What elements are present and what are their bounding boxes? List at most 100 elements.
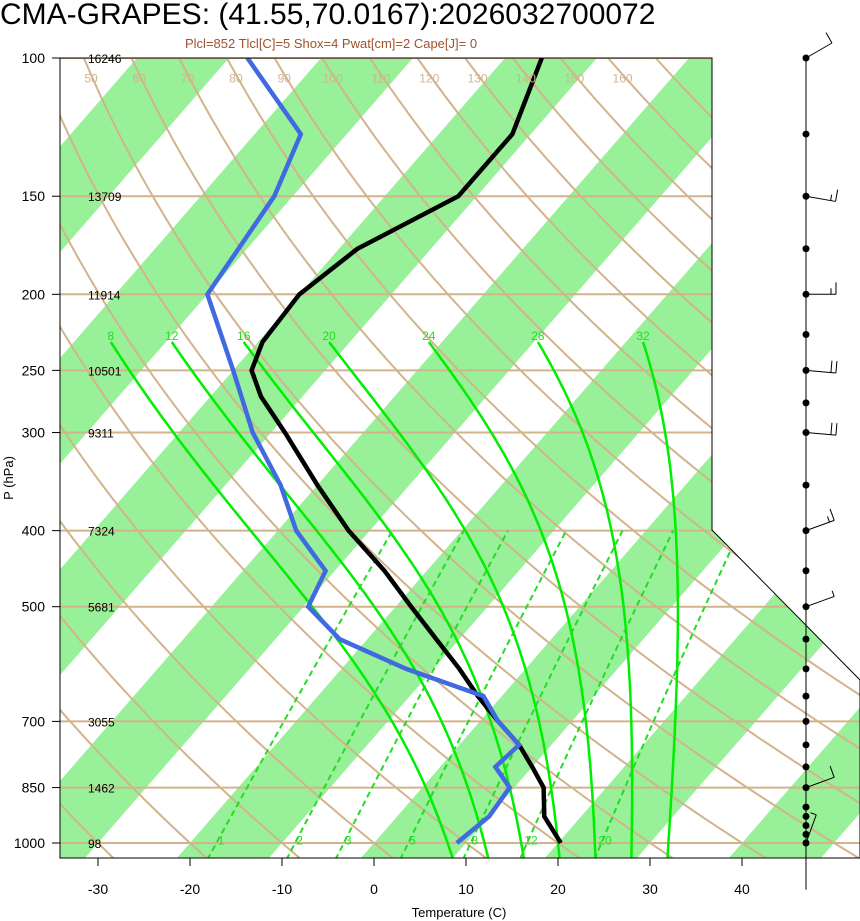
wind-barb-shaft	[805, 595, 835, 608]
x-tick-label: 30	[642, 881, 658, 897]
dry-adiabat-line	[60, 58, 209, 858]
y-axis-label: P (hPa)	[1, 456, 16, 500]
moist-adiabat-line	[641, 341, 680, 858]
mixing-ratio-lines	[206, 530, 741, 858]
y-tick-label: 150	[22, 188, 46, 204]
wind-level-marker	[802, 763, 810, 771]
dry-adiabat-label: 70	[181, 72, 195, 86]
wind-barb-flag	[830, 422, 833, 435]
dry-adiabat-line	[60, 58, 582, 858]
isotherm-bands	[60, 58, 860, 858]
mixing-ratio-line	[206, 530, 394, 858]
mixing-ratio-label: 3	[345, 833, 352, 847]
y-tick-label: 500	[22, 599, 46, 615]
height-label: 5681	[88, 601, 115, 615]
wind-level-marker	[802, 567, 810, 575]
y-tick-label: 1000	[14, 835, 45, 851]
mixing-ratio-label: 5	[409, 833, 416, 847]
y-tick-label: 300	[22, 425, 46, 441]
dry-adiabat-line	[511, 58, 860, 858]
moist-adiabat-line	[536, 341, 634, 858]
moist-adiabat-label: 28	[531, 329, 545, 343]
height-label: 10501	[88, 364, 122, 378]
moist-adiabat-label: 20	[322, 329, 336, 343]
dry-adiabat-label: 150	[564, 72, 584, 86]
mixing-ratio-label: 8	[471, 833, 478, 847]
height-label: 3055	[88, 715, 115, 729]
dry-adiabat-label: 130	[468, 72, 488, 86]
wind-level-marker	[802, 692, 810, 700]
x-tick-label: -30	[88, 881, 108, 897]
dry-adiabat-label: 100	[323, 72, 343, 86]
mixing-ratio-line	[593, 530, 741, 858]
wind-barb-flag	[825, 32, 833, 44]
wind-barb-flag	[831, 590, 835, 597]
dry-adiabat-label: 140	[516, 72, 536, 86]
x-tick-label: 40	[734, 881, 750, 897]
wind-barb-flag	[835, 189, 839, 202]
moist-adiabat-label: 32	[636, 329, 650, 343]
dry-adiabat-line	[464, 58, 860, 858]
wind-level-marker	[802, 717, 810, 725]
dewpoint-trace	[204, 58, 523, 845]
sounding-traces	[204, 58, 563, 845]
dry-adiabat-line	[130, 58, 860, 858]
x-tick-label: -20	[180, 881, 200, 897]
wind-barb-flag	[826, 516, 830, 523]
dry-adiabat-line	[559, 58, 860, 858]
wind-level-marker	[802, 830, 810, 838]
isotherm-band	[60, 58, 597, 858]
dry-adiabat-label: 90	[278, 72, 292, 86]
chart-title: CMA-GRAPES: (41.55,70.0167):202603270007…	[0, 0, 656, 31]
x-tick-label: 20	[550, 881, 566, 897]
y-tick-label: 700	[22, 713, 46, 729]
mixing-ratio-line	[399, 530, 568, 858]
wind-barb-column	[802, 32, 839, 890]
dry-adiabat-label: 110	[371, 72, 390, 86]
mixing-ratio-line	[334, 530, 509, 858]
wind-level-marker	[802, 665, 810, 673]
dry-adiabat-label: 160	[613, 72, 633, 86]
moist-adiabat-label: 8	[107, 329, 114, 343]
dry-adiabat-label: 60	[133, 72, 147, 86]
moist-adiabat-label: 12	[165, 329, 179, 343]
isotherm-band	[60, 58, 413, 858]
plot-border	[59, 57, 860, 859]
wind-level-marker	[802, 635, 810, 643]
dry-adiabat-line	[178, 58, 860, 858]
height-label: 98	[88, 837, 102, 851]
wind-barb-flag	[830, 194, 833, 201]
height-label: 9311	[88, 427, 114, 441]
wind-level-marker	[802, 741, 810, 749]
dry-adiabat-line	[273, 58, 860, 858]
chart-subtitle: Plcl=852 Tlcl[C]=5 Shox=4 Pwat[cm]=2 Cap…	[185, 36, 478, 51]
dry-adiabat-line	[82, 58, 860, 858]
isotherm-band	[60, 58, 781, 858]
wind-barb-flag	[829, 765, 835, 778]
wind-barb-shaft	[805, 42, 833, 59]
dry-adiabat-line	[225, 58, 860, 858]
mixing-ratio-line	[518, 530, 675, 858]
wind-barb-shaft	[805, 776, 835, 789]
wind-barb-flag	[835, 360, 838, 374]
dry-adiabat-label: 50	[84, 72, 98, 86]
dry-adiabat-line	[60, 58, 303, 858]
wind-level-marker	[802, 130, 810, 138]
dry-adiabat-line	[321, 58, 860, 858]
isotherm-band	[543, 58, 860, 858]
mixing-ratio-label: 2	[296, 833, 303, 847]
y-tick-label: 250	[22, 362, 46, 378]
isotherm-band	[727, 58, 860, 858]
moist-adiabat-line	[170, 341, 490, 858]
y-tick-label: 100	[22, 50, 46, 66]
moist-adiabat-label: 16	[237, 329, 251, 343]
mixing-ratio-label: 1	[218, 833, 225, 847]
mixing-ratio-line	[285, 530, 465, 858]
wind-level-marker	[802, 399, 810, 407]
moist-adiabats	[109, 341, 680, 858]
height-label: 16246	[88, 52, 122, 66]
dry-adiabat-line	[60, 58, 489, 858]
